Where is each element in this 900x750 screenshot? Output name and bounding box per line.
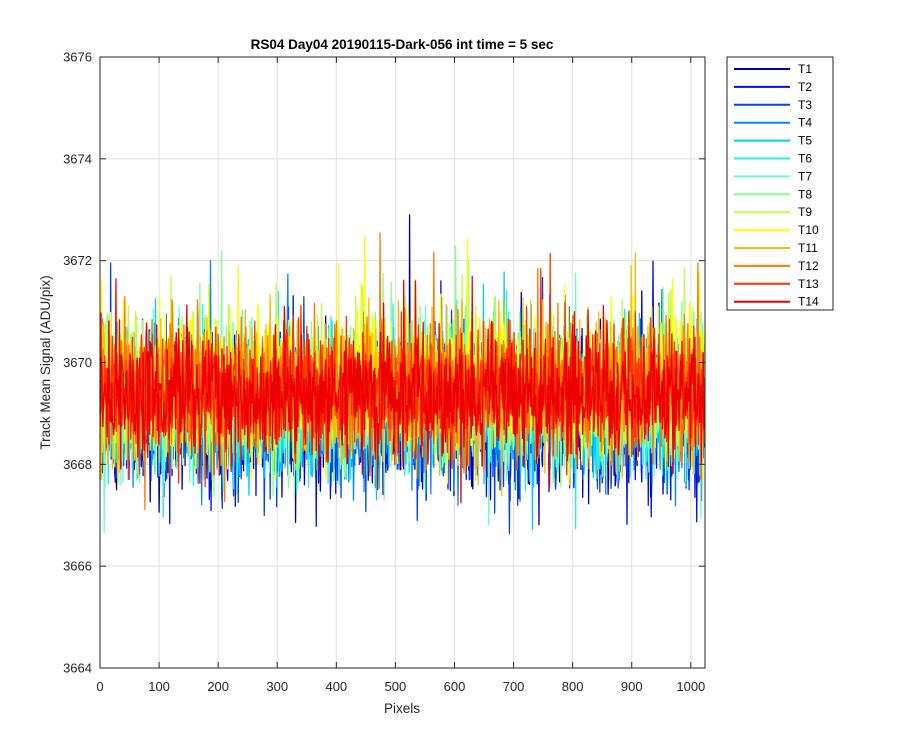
legend-label: T4 bbox=[798, 116, 812, 130]
legend-label: T6 bbox=[798, 152, 812, 166]
legend-label: T2 bbox=[798, 80, 812, 94]
y-tick-label: 3666 bbox=[63, 559, 92, 574]
legend-label: T12 bbox=[798, 259, 819, 273]
legend-box bbox=[726, 56, 834, 311]
y-tick-label: 3664 bbox=[63, 661, 92, 676]
legend-label: T3 bbox=[798, 98, 812, 112]
legend-label: T14 bbox=[798, 295, 819, 309]
x-tick-label: 500 bbox=[385, 679, 407, 694]
x-tick-label: 100 bbox=[148, 679, 170, 694]
legend: T1 T2 T3 T4 T5 T6 T7 T8 T9 T10 T11 T12 T13 T14 bbox=[726, 56, 834, 311]
x-tick-label: 800 bbox=[562, 679, 584, 694]
x-axis-label: Pixels bbox=[384, 701, 420, 716]
y-axis-label: Track Mean Signal (ADU/pix) bbox=[38, 275, 53, 449]
x-tick-label: 0 bbox=[96, 679, 103, 694]
x-tick-label: 1000 bbox=[676, 679, 705, 694]
x-tick-label: 400 bbox=[325, 679, 347, 694]
chart-title: RS04 Day04 20190115-Dark-056 int time = … bbox=[251, 37, 554, 52]
y-tick-label: 3672 bbox=[63, 253, 92, 268]
series-line-t14 bbox=[99, 275, 706, 504]
y-tick-label: 3668 bbox=[63, 457, 92, 472]
x-tick-label: 200 bbox=[207, 679, 229, 694]
legend-label: T9 bbox=[798, 205, 812, 219]
x-tick-label: 700 bbox=[503, 679, 525, 694]
data-series bbox=[99, 214, 706, 535]
y-tick-label: 3674 bbox=[63, 151, 92, 166]
legend-label: T13 bbox=[798, 277, 819, 291]
x-tick-label: 300 bbox=[266, 679, 288, 694]
legend-label: T10 bbox=[798, 223, 819, 237]
legend-label: T7 bbox=[798, 169, 812, 183]
legend-label: T8 bbox=[798, 187, 812, 201]
x-tick-label: 900 bbox=[621, 679, 643, 694]
y-tick-label: 3676 bbox=[63, 50, 92, 65]
legend-label: T11 bbox=[798, 241, 818, 255]
x-tick-label: 600 bbox=[444, 679, 466, 694]
legend-label: T1 bbox=[798, 62, 812, 76]
legend-label: T5 bbox=[798, 134, 812, 148]
y-tick-label: 3670 bbox=[63, 355, 92, 370]
axis-ticks: 0 100 200 300 400 500 600 700 800 900 1000 3664 3666… bbox=[63, 50, 705, 695]
